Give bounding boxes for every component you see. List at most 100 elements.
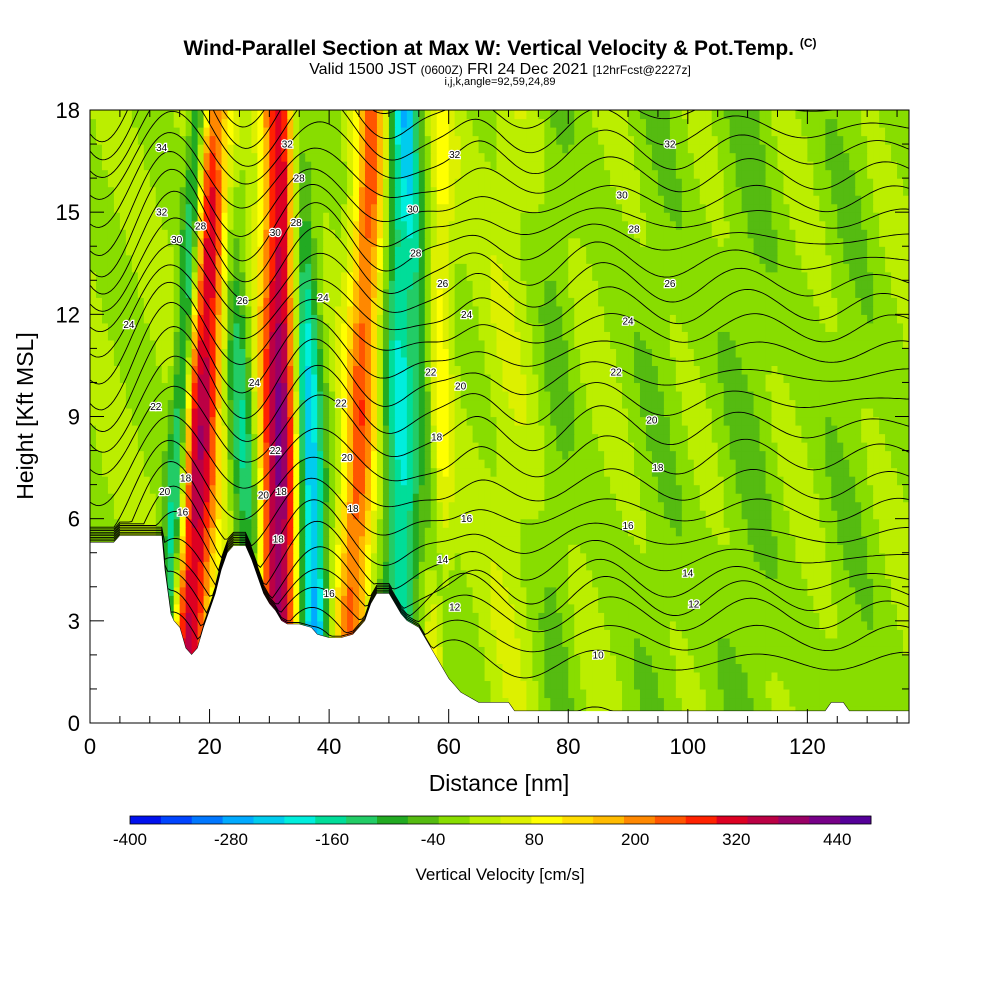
contour-label-15: 32 bbox=[282, 140, 294, 151]
colorbar-swatch bbox=[253, 816, 285, 824]
colorbar-swatch bbox=[160, 816, 193, 824]
colorbar-swatch bbox=[346, 816, 378, 824]
theta-contour-27 bbox=[90, 217, 909, 312]
theta-contour-30 bbox=[90, 151, 909, 257]
theta-contour-12 bbox=[90, 530, 909, 633]
terrain-mask bbox=[90, 535, 909, 723]
contour-label-22: 18 bbox=[347, 504, 359, 515]
contour-label-23: 16 bbox=[324, 589, 336, 600]
theta-contour-15 bbox=[90, 511, 909, 590]
contour-label-31: 16 bbox=[461, 514, 473, 525]
theta-contour-33 bbox=[90, 110, 909, 178]
contour-label-27: 24 bbox=[461, 310, 473, 321]
y-tick-label: 12 bbox=[56, 302, 80, 327]
theta-contour-22 bbox=[90, 326, 909, 432]
y-tick-label: 18 bbox=[56, 98, 80, 123]
contour-label-39: 24 bbox=[622, 317, 634, 328]
colorbar-tick-label: -40 bbox=[421, 830, 446, 849]
contour-label-44: 14 bbox=[682, 569, 694, 580]
contour-label-42: 18 bbox=[652, 463, 664, 474]
chart-indices: i,j,k,angle=92,59,24,89 bbox=[444, 76, 556, 88]
colorbar-swatch bbox=[685, 816, 718, 824]
contour-label-33: 12 bbox=[449, 603, 461, 614]
contour-label-26: 26 bbox=[437, 279, 449, 290]
theta-contour-31 bbox=[90, 132, 909, 228]
theta-contour-21 bbox=[90, 355, 909, 453]
colorbar-label: Vertical Velocity [cm/s] bbox=[415, 865, 584, 884]
colorbar-swatch bbox=[469, 816, 501, 824]
chart-subtitle: Valid 1500 JST (0600Z) FRI 24 Dec 2021 [… bbox=[309, 61, 691, 78]
contour-label-2: 30 bbox=[171, 235, 183, 246]
theta-contour-26 bbox=[90, 243, 909, 333]
x-tick-label: 40 bbox=[317, 734, 341, 759]
contour-label-13: 18 bbox=[276, 487, 288, 498]
contour-labels: 34 32 30 28 24 22 20 18 16 26 24 22 20 18 18 32 28 30 28 24… bbox=[122, 138, 701, 662]
vertical-velocity-field bbox=[90, 110, 909, 723]
theta-contour-23 bbox=[90, 301, 909, 411]
contour-label-40: 22 bbox=[611, 368, 623, 379]
contour-label-29: 20 bbox=[455, 381, 467, 392]
contour-label-3: 28 bbox=[195, 221, 207, 232]
theta-contour-29 bbox=[90, 168, 909, 278]
chart-title: Wind-Parallel Section at Max W: Vertical… bbox=[183, 36, 817, 60]
y-tick-label: 6 bbox=[68, 507, 80, 532]
theta-contour-32 bbox=[90, 110, 909, 200]
x-tick-label: 60 bbox=[436, 734, 460, 759]
colorbar-swatch bbox=[500, 816, 532, 824]
theta-contour-20 bbox=[90, 385, 909, 476]
theta-contour-24 bbox=[90, 281, 909, 385]
contour-label-46: 10 bbox=[593, 650, 605, 661]
contour-label-0: 34 bbox=[156, 143, 168, 154]
axes: 0 20 40 60 80 100 120 0 3 6 9 12 15 18 bbox=[56, 98, 909, 759]
contour-label-36: 30 bbox=[617, 191, 629, 202]
contour-label-17: 30 bbox=[270, 228, 282, 239]
y-tick-label: 9 bbox=[68, 405, 80, 430]
contour-label-6: 20 bbox=[159, 487, 171, 498]
colorbar-tick-label: -280 bbox=[214, 830, 248, 849]
contour-label-38: 26 bbox=[664, 279, 676, 290]
colorbar-swatch bbox=[747, 816, 779, 824]
colorbar-swatch bbox=[593, 816, 625, 824]
theta-contour-28 bbox=[90, 190, 909, 295]
colorbar-swatch bbox=[778, 816, 810, 824]
colorbar-swatch bbox=[284, 816, 316, 824]
y-tick-label: 3 bbox=[68, 609, 80, 634]
x-tick-label: 20 bbox=[197, 734, 221, 759]
contour-label-21: 20 bbox=[342, 453, 354, 464]
x-tick-label: 80 bbox=[556, 734, 580, 759]
y-axis-label: Height [Kft MSL] bbox=[12, 332, 38, 499]
theta-contour-34 bbox=[90, 110, 837, 161]
x-axis-label: Distance [nm] bbox=[429, 770, 570, 796]
contour-label-28: 22 bbox=[425, 368, 437, 379]
potential-temperature-contours bbox=[90, 110, 909, 712]
theta-contour-35 bbox=[90, 110, 398, 143]
colorbar: -400 -280 -160 -40 80 200 320 440 bbox=[113, 815, 872, 849]
theta-contour-13 bbox=[90, 528, 909, 620]
contour-label-32: 14 bbox=[437, 555, 449, 566]
colorbar-tick-label: -400 bbox=[113, 830, 147, 849]
x-tick-label: 120 bbox=[789, 734, 826, 759]
contour-label-25: 28 bbox=[410, 249, 422, 260]
y-tick-label: 0 bbox=[68, 711, 80, 736]
colorbar-swatch bbox=[191, 816, 224, 824]
colorbar-tick-label: 440 bbox=[823, 830, 851, 849]
theta-contour-14 bbox=[90, 526, 909, 609]
contour-label-16: 28 bbox=[294, 174, 306, 185]
colorbar-tick-label: 320 bbox=[722, 830, 750, 849]
contour-label-9: 26 bbox=[237, 296, 249, 307]
contour-label-30: 18 bbox=[431, 432, 443, 443]
colorbar-swatch bbox=[438, 816, 471, 824]
contour-label-7: 18 bbox=[180, 473, 192, 484]
contour-label-14: 18 bbox=[273, 535, 285, 546]
contour-label-19: 24 bbox=[318, 293, 330, 304]
contour-label-8: 16 bbox=[177, 507, 189, 518]
theta-contour-18 bbox=[90, 439, 909, 528]
contour-label-37: 28 bbox=[628, 225, 640, 236]
colorbar-swatch bbox=[624, 816, 656, 824]
theta-contour-25 bbox=[90, 264, 909, 358]
theta-contour-16 bbox=[90, 485, 909, 568]
contour-label-24: 30 bbox=[407, 204, 419, 215]
colorbar-swatch bbox=[130, 816, 162, 824]
contour-label-5: 22 bbox=[150, 402, 162, 413]
